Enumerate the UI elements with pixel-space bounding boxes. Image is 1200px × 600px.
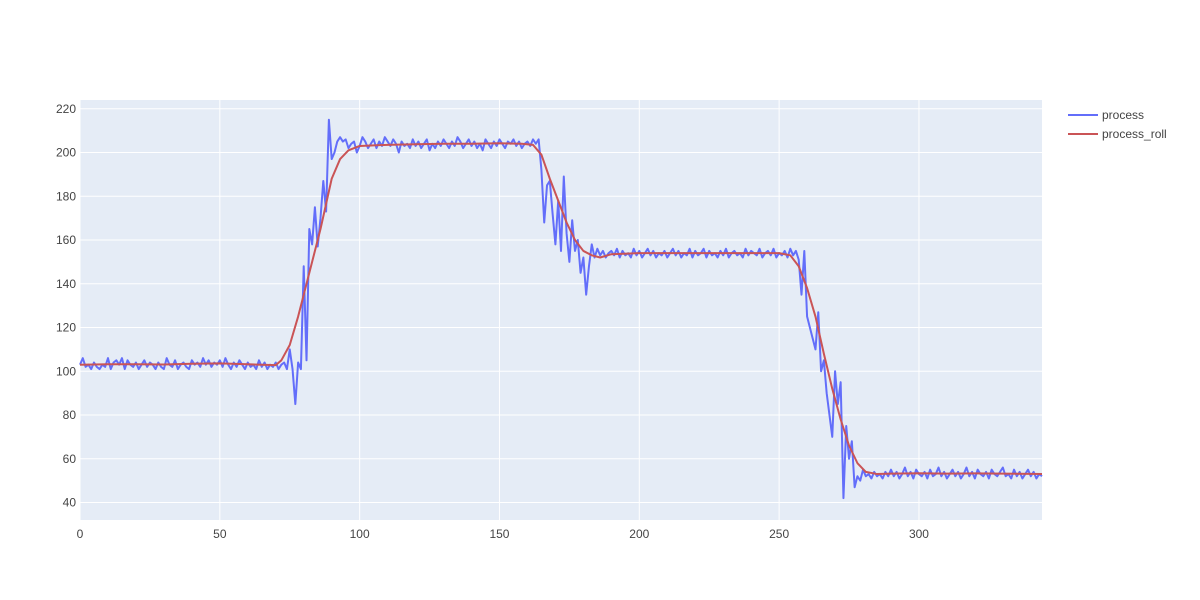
y-tick-label: 40 xyxy=(63,496,77,510)
legend-label: process xyxy=(1102,108,1144,122)
legend-item-process[interactable]: process xyxy=(1068,108,1144,122)
y-tick-label: 180 xyxy=(56,189,76,203)
plot-area xyxy=(80,100,1042,520)
y-tick-label: 80 xyxy=(63,408,77,422)
y-tick-label: 140 xyxy=(56,277,76,291)
x-tick-label: 300 xyxy=(909,527,929,541)
x-axis-ticks: 0 50 100 150 200 250 300 xyxy=(77,527,930,541)
x-tick-label: 250 xyxy=(769,527,789,541)
y-axis-ticks: 40 60 80 100 120 140 160 180 200 220 xyxy=(56,102,76,510)
x-tick-label: 150 xyxy=(489,527,509,541)
grid-lines xyxy=(79,100,1042,520)
series-line-process xyxy=(79,118,1043,500)
series-line-process-roll xyxy=(79,142,1043,476)
y-tick-label: 200 xyxy=(56,146,76,160)
y-tick-label: 60 xyxy=(63,452,77,466)
x-tick-label: 50 xyxy=(213,527,227,541)
y-tick-label: 160 xyxy=(56,233,76,247)
y-tick-label: 120 xyxy=(56,321,76,335)
x-tick-label: 100 xyxy=(350,527,370,541)
series-lines xyxy=(79,118,1043,500)
legend-label: process_roll xyxy=(1102,127,1167,141)
y-tick-label: 100 xyxy=(56,364,76,378)
legend-item-process-roll[interactable]: process_roll xyxy=(1068,127,1167,141)
y-tick-label: 220 xyxy=(56,102,76,116)
legend[interactable]: process process_roll xyxy=(1068,108,1167,141)
x-tick-label: 0 xyxy=(77,527,84,541)
x-tick-label: 200 xyxy=(629,527,649,541)
